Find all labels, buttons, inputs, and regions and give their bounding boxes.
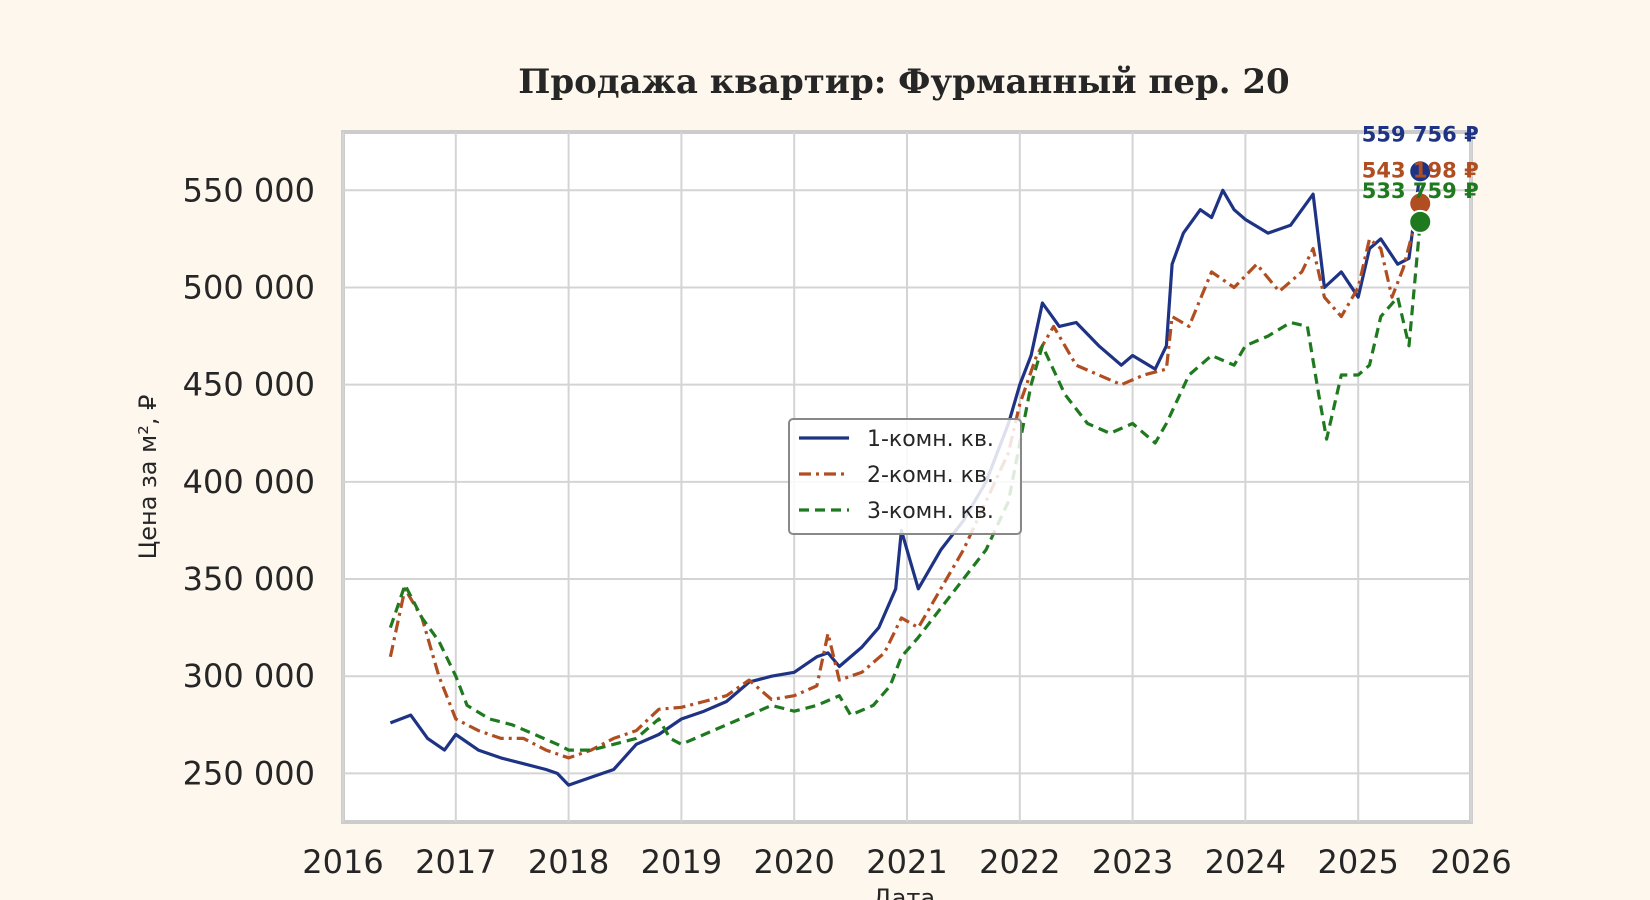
y-tick-label: 250 000: [183, 754, 315, 792]
series-line-2: [388, 203, 1422, 760]
legend-box: [788, 418, 1022, 535]
legend-label-2: 2-комн. кв.: [867, 463, 994, 488]
x-tick-label: 2024: [1205, 843, 1286, 881]
y-axis-ticks: 250 000 300 000 350 000 400 000 450 000 500 0…: [183, 171, 315, 792]
y-axis-label: Цена за м², ₽: [134, 395, 162, 560]
legend-label-1: 1-комн. кв.: [867, 427, 994, 452]
x-tick-label: 2023: [1092, 843, 1173, 881]
end-markers: 559 756 ₽ 543 198 ₽533 759 ₽: [1362, 122, 1479, 234]
x-tick-label: 2026: [1430, 843, 1511, 881]
legend: 1-комн. кв. 2-комн. кв. 3-комн. кв.: [788, 418, 1022, 535]
x-tick-label: 2016: [302, 843, 383, 881]
grid: [342, 132, 1472, 822]
y-tick-label: 300 000: [183, 657, 315, 695]
y-tick-label: 350 000: [183, 560, 315, 598]
chart-title: Продажа квартир: Фурманный пер. 20: [518, 62, 1289, 102]
y-tick-label: 550 000: [183, 171, 315, 209]
end-point-1: [1408, 159, 1433, 184]
end-value-label-3: 533 759 ₽: [1362, 179, 1479, 203]
series-line-3: [388, 221, 1422, 752]
end-point-3: [1408, 209, 1433, 234]
end-value-label-2: 543 198 ₽: [1362, 159, 1479, 183]
x-tick-label: 2025: [1317, 843, 1398, 881]
legend-label-3: 3-комн. кв.: [867, 499, 994, 524]
x-tick-label: 2018: [528, 843, 609, 881]
x-axis-label: Дата: [873, 884, 935, 900]
y-tick-label: 400 000: [183, 463, 315, 501]
x-tick-label: 2017: [415, 843, 496, 881]
x-tick-label: 2022: [979, 843, 1060, 881]
end-value-label-1: 559 756 ₽: [1362, 122, 1479, 146]
y-tick-label: 450 000: [183, 366, 315, 404]
x-tick-label: 2021: [866, 843, 947, 881]
x-tick-label: 2019: [641, 843, 722, 881]
x-tick-label: 2020: [753, 843, 834, 881]
y-tick-label: 500 000: [183, 268, 315, 306]
x-axis-ticks: 2016 2017 2018 2019 2020 2021 2022 2023 2024 2025…: [302, 843, 1511, 881]
